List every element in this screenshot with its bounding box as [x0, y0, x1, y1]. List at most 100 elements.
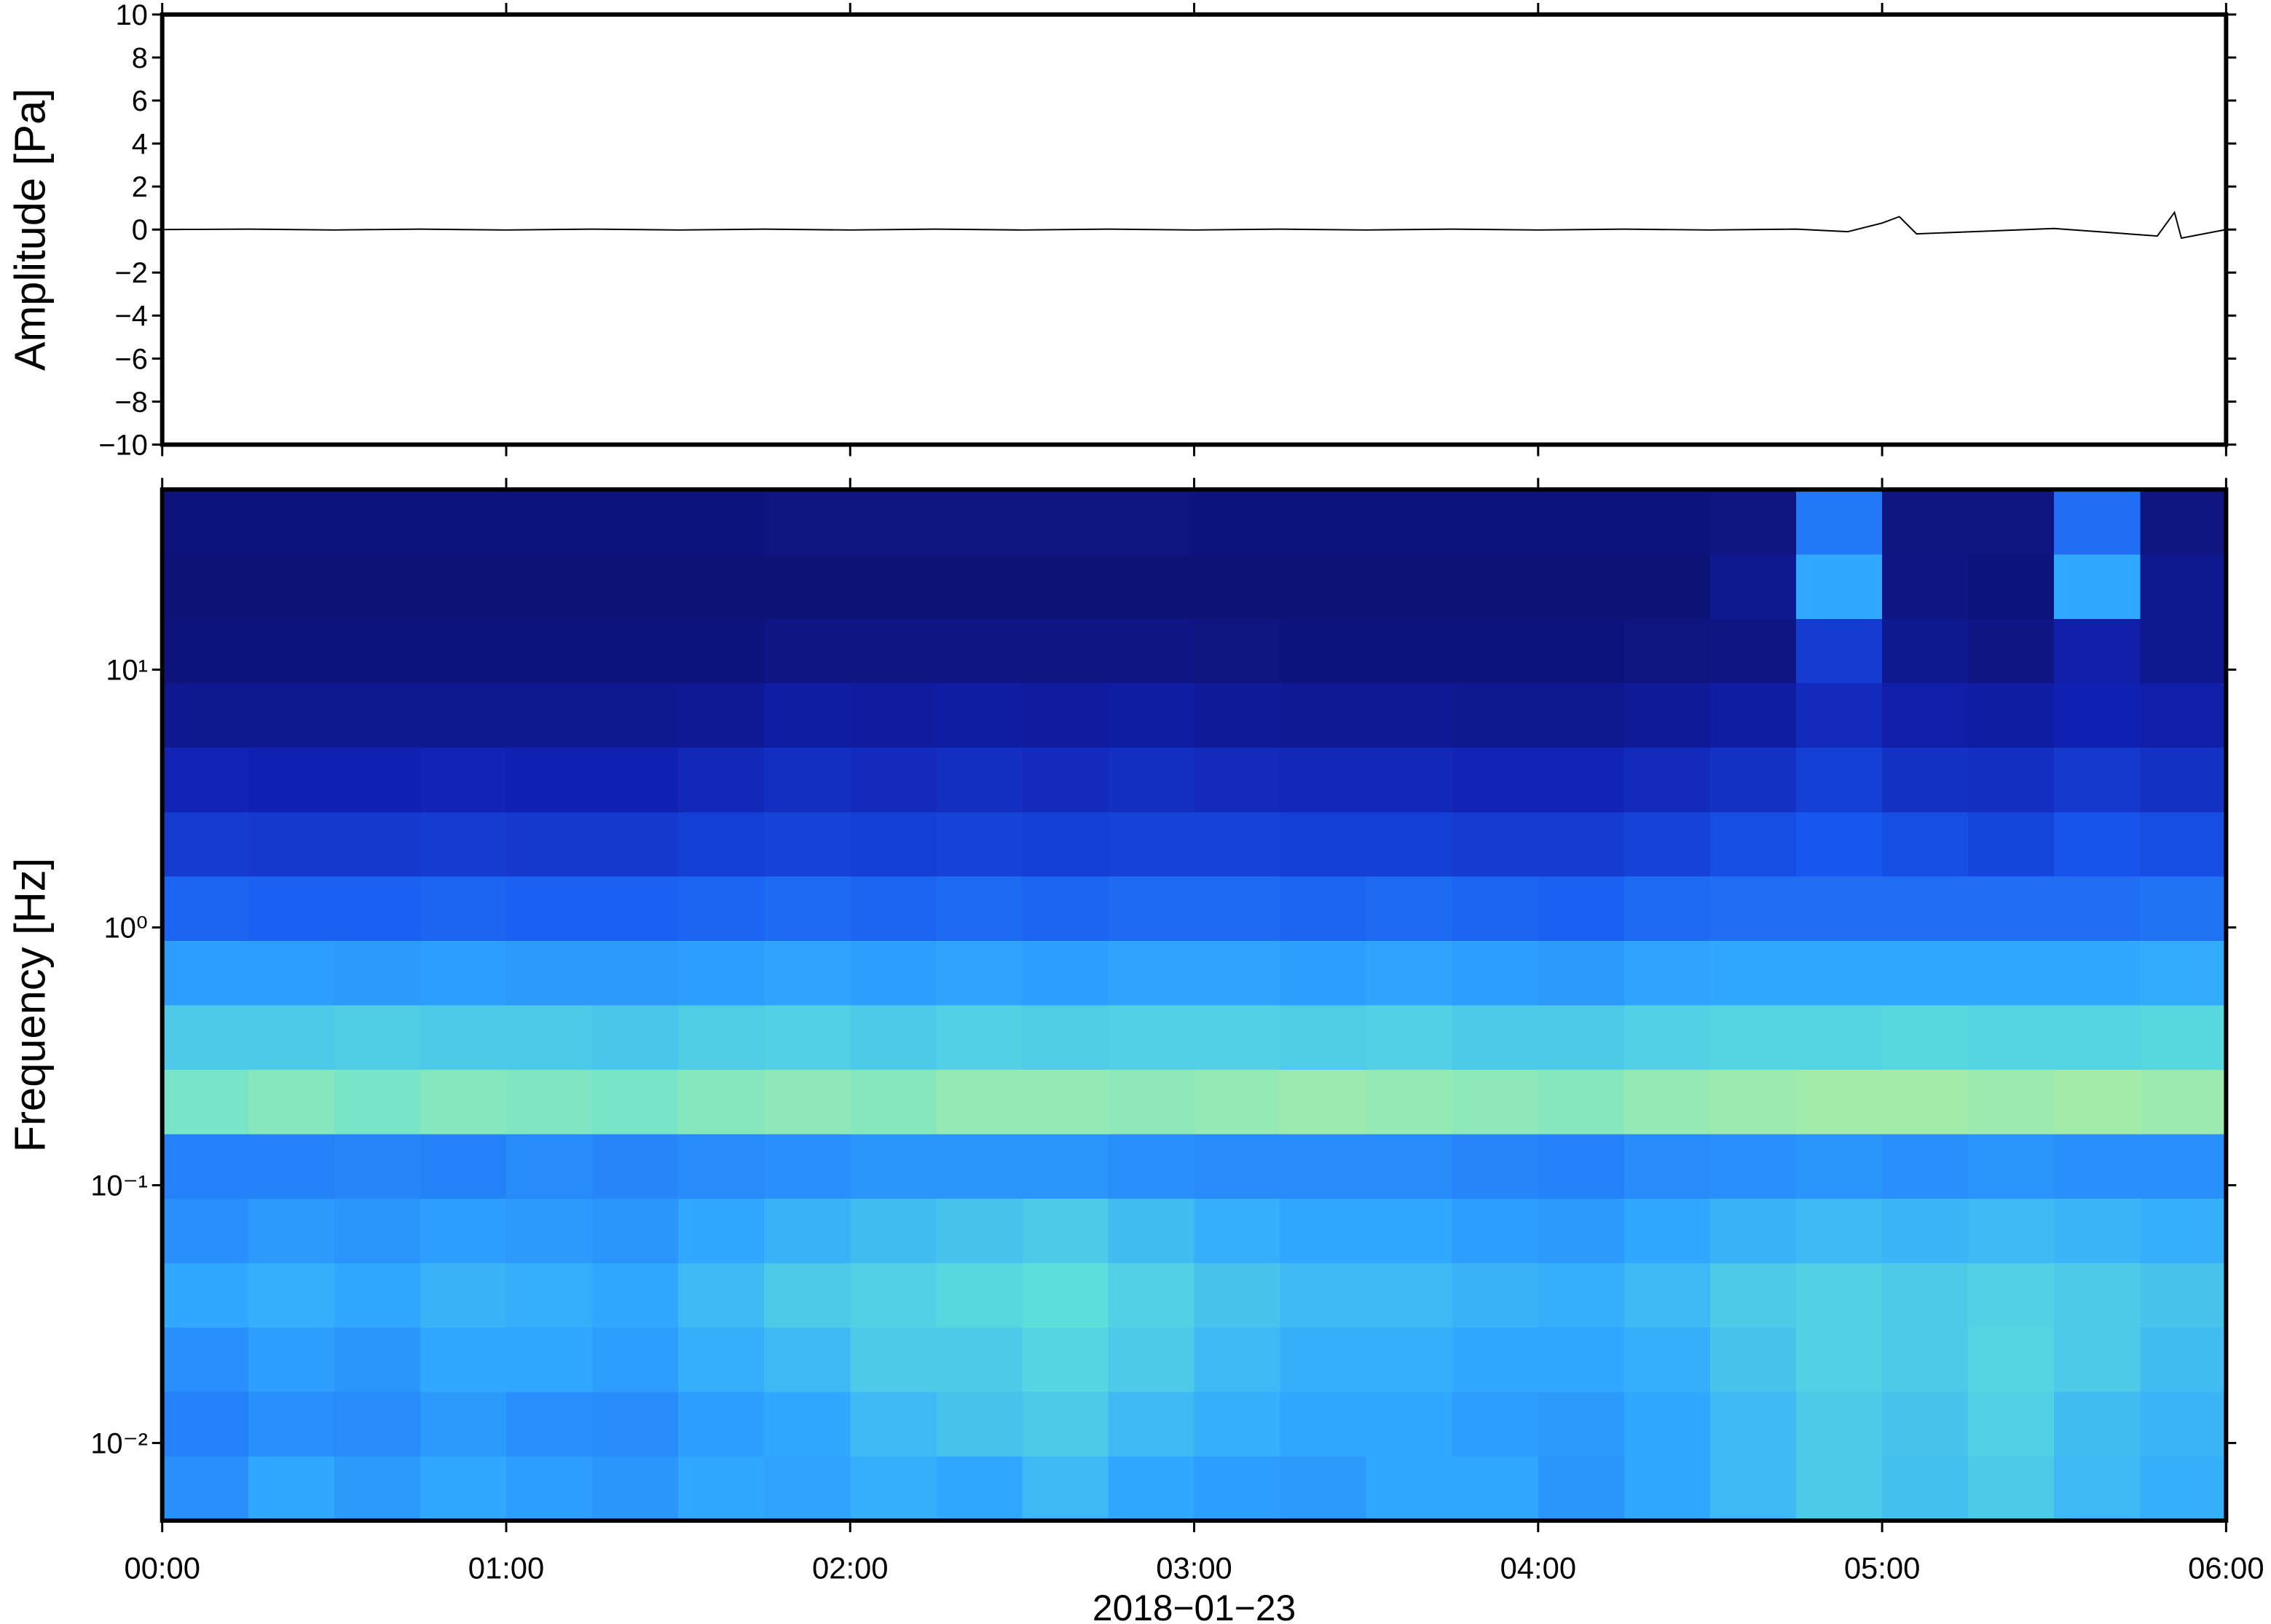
spectrogram-cell	[1538, 1327, 1625, 1392]
y-tick-label: 10	[116, 0, 148, 31]
spectrogram-cell	[248, 875, 335, 942]
spectrogram-cell	[1108, 1327, 1195, 1392]
y-tick-label: 10¹	[106, 654, 147, 686]
spectrogram-cell	[1194, 1456, 1281, 1521]
spectrogram-cell	[334, 940, 421, 1006]
spectrogram-cell	[850, 1004, 937, 1071]
spectrogram-cell	[248, 1456, 335, 1521]
spectrogram-cell	[1280, 618, 1367, 684]
spectrogram-cell	[1709, 1069, 1798, 1135]
spectrogram-cell	[2054, 553, 2141, 619]
spectrogram-cell	[850, 618, 937, 684]
spectrogram-cell	[334, 875, 421, 942]
spectrogram-cell	[1538, 618, 1625, 684]
spectrogram-cell	[2054, 1262, 2141, 1328]
spectrogram-cell	[162, 553, 249, 619]
spectrogram-cell	[162, 811, 249, 877]
spectrogram-cell	[592, 682, 680, 748]
spectrogram-cell	[162, 1069, 249, 1135]
spectrogram-cell	[678, 1456, 765, 1521]
spectrogram-cell	[1623, 1198, 1711, 1264]
spectrogram-cell	[505, 1198, 594, 1264]
spectrogram-cell	[850, 1133, 937, 1199]
spectrogram-cell	[936, 811, 1023, 877]
spectrogram-cell	[1538, 1133, 1625, 1199]
spectrogram-cell	[505, 1133, 594, 1199]
spectrogram-cell	[1194, 746, 1281, 813]
spectrogram-cell	[1452, 618, 1539, 684]
spectrogram-cell	[1022, 811, 1109, 877]
x-axis-label: 2018−01−23	[1093, 1588, 1296, 1624]
spectrogram-cell	[1796, 746, 1884, 813]
spectrogram-cell	[1194, 553, 1281, 619]
spectrogram-cell	[850, 940, 937, 1006]
spectrogram-cell	[850, 1327, 937, 1392]
spectrogram-cell	[1968, 875, 2055, 942]
spectrogram-cell	[592, 553, 680, 619]
spectrogram-cell	[1882, 682, 1969, 748]
spectrogram-cell	[1022, 618, 1109, 684]
spectrogram-cell	[1796, 1198, 1884, 1264]
spectrogram-cell	[1709, 618, 1798, 684]
spectrogram-cell	[1022, 682, 1109, 748]
spectrogram-cell	[1022, 746, 1109, 813]
spectrogram-cell	[678, 553, 765, 619]
spectrogram-cell	[505, 682, 594, 748]
spectrogram-cell	[1796, 1327, 1884, 1392]
spectrogram-cell	[162, 746, 249, 813]
spectrogram-cell	[764, 618, 851, 684]
spectrogram-cell	[1194, 618, 1281, 684]
spectrogram-cell	[248, 1198, 335, 1264]
spectrogram-cell	[420, 489, 507, 555]
spectrogram-cell	[1968, 746, 2055, 813]
spectrogram-cell	[2054, 746, 2141, 813]
spectrogram-cell	[678, 1327, 765, 1392]
y-tick-label: 8	[132, 42, 148, 74]
spectrogram-cell	[248, 1262, 335, 1328]
spectrogram-cell	[1452, 489, 1539, 555]
spectrogram-cell	[1108, 811, 1195, 877]
spectrogram-cell	[850, 1069, 937, 1135]
spectrogram-cell	[1366, 1391, 1453, 1457]
spectrogram-cell	[764, 1004, 851, 1071]
spectrogram-cell	[1796, 811, 1884, 877]
spectrogram-cell	[420, 618, 507, 684]
spectrogram-cell	[420, 746, 507, 813]
spectrogram-cell	[850, 875, 937, 942]
spectrogram-cell	[1796, 1069, 1884, 1135]
spectrogram-cell	[1452, 1391, 1539, 1457]
spectrogram-cell	[2140, 1262, 2227, 1328]
spectrogram-cell	[1968, 618, 2055, 684]
spectrogram-cell	[1968, 682, 2055, 748]
spectrogram-cell	[2054, 1327, 2141, 1392]
spectrogram-cell	[162, 1327, 249, 1392]
spectrogram-cell	[1623, 1004, 1711, 1071]
spectrogram-cell	[850, 746, 937, 813]
spectrogram-cell	[1108, 1069, 1195, 1135]
spectrogram-cell	[1022, 1198, 1109, 1264]
spectrogram-cell	[1796, 618, 1884, 684]
spectrogram-cell	[1452, 1004, 1539, 1071]
spectrogram-cell	[1623, 1391, 1711, 1457]
spectrogram-cell	[592, 1004, 680, 1071]
spectrogram-cell	[420, 1391, 507, 1457]
spectrogram-cell	[2140, 1456, 2227, 1521]
spectrogram-cell	[1108, 489, 1195, 555]
spectrogram-cell	[678, 746, 765, 813]
spectrogram-cell	[1796, 1456, 1884, 1521]
spectrogram-cell	[1968, 1198, 2055, 1264]
spectrogram-cell	[505, 746, 594, 813]
spectrogram-cell	[162, 489, 249, 555]
spectrogram-cell	[1538, 1456, 1625, 1521]
spectrogram-cell	[420, 1004, 507, 1071]
spectrogram-cell	[420, 1069, 507, 1135]
spectrogram-cell	[678, 682, 765, 748]
spectrogram-cell	[1968, 1391, 2055, 1457]
spectrogram-cell	[1194, 1198, 1281, 1264]
spectrogram-cell	[420, 1133, 507, 1199]
spectrogram-cell	[1452, 940, 1539, 1006]
spectrogram-cell	[1882, 553, 1969, 619]
spectrogram-cell	[1108, 553, 1195, 619]
spectrogram-cell	[2054, 1004, 2141, 1071]
spectrogram-cell	[2054, 682, 2141, 748]
